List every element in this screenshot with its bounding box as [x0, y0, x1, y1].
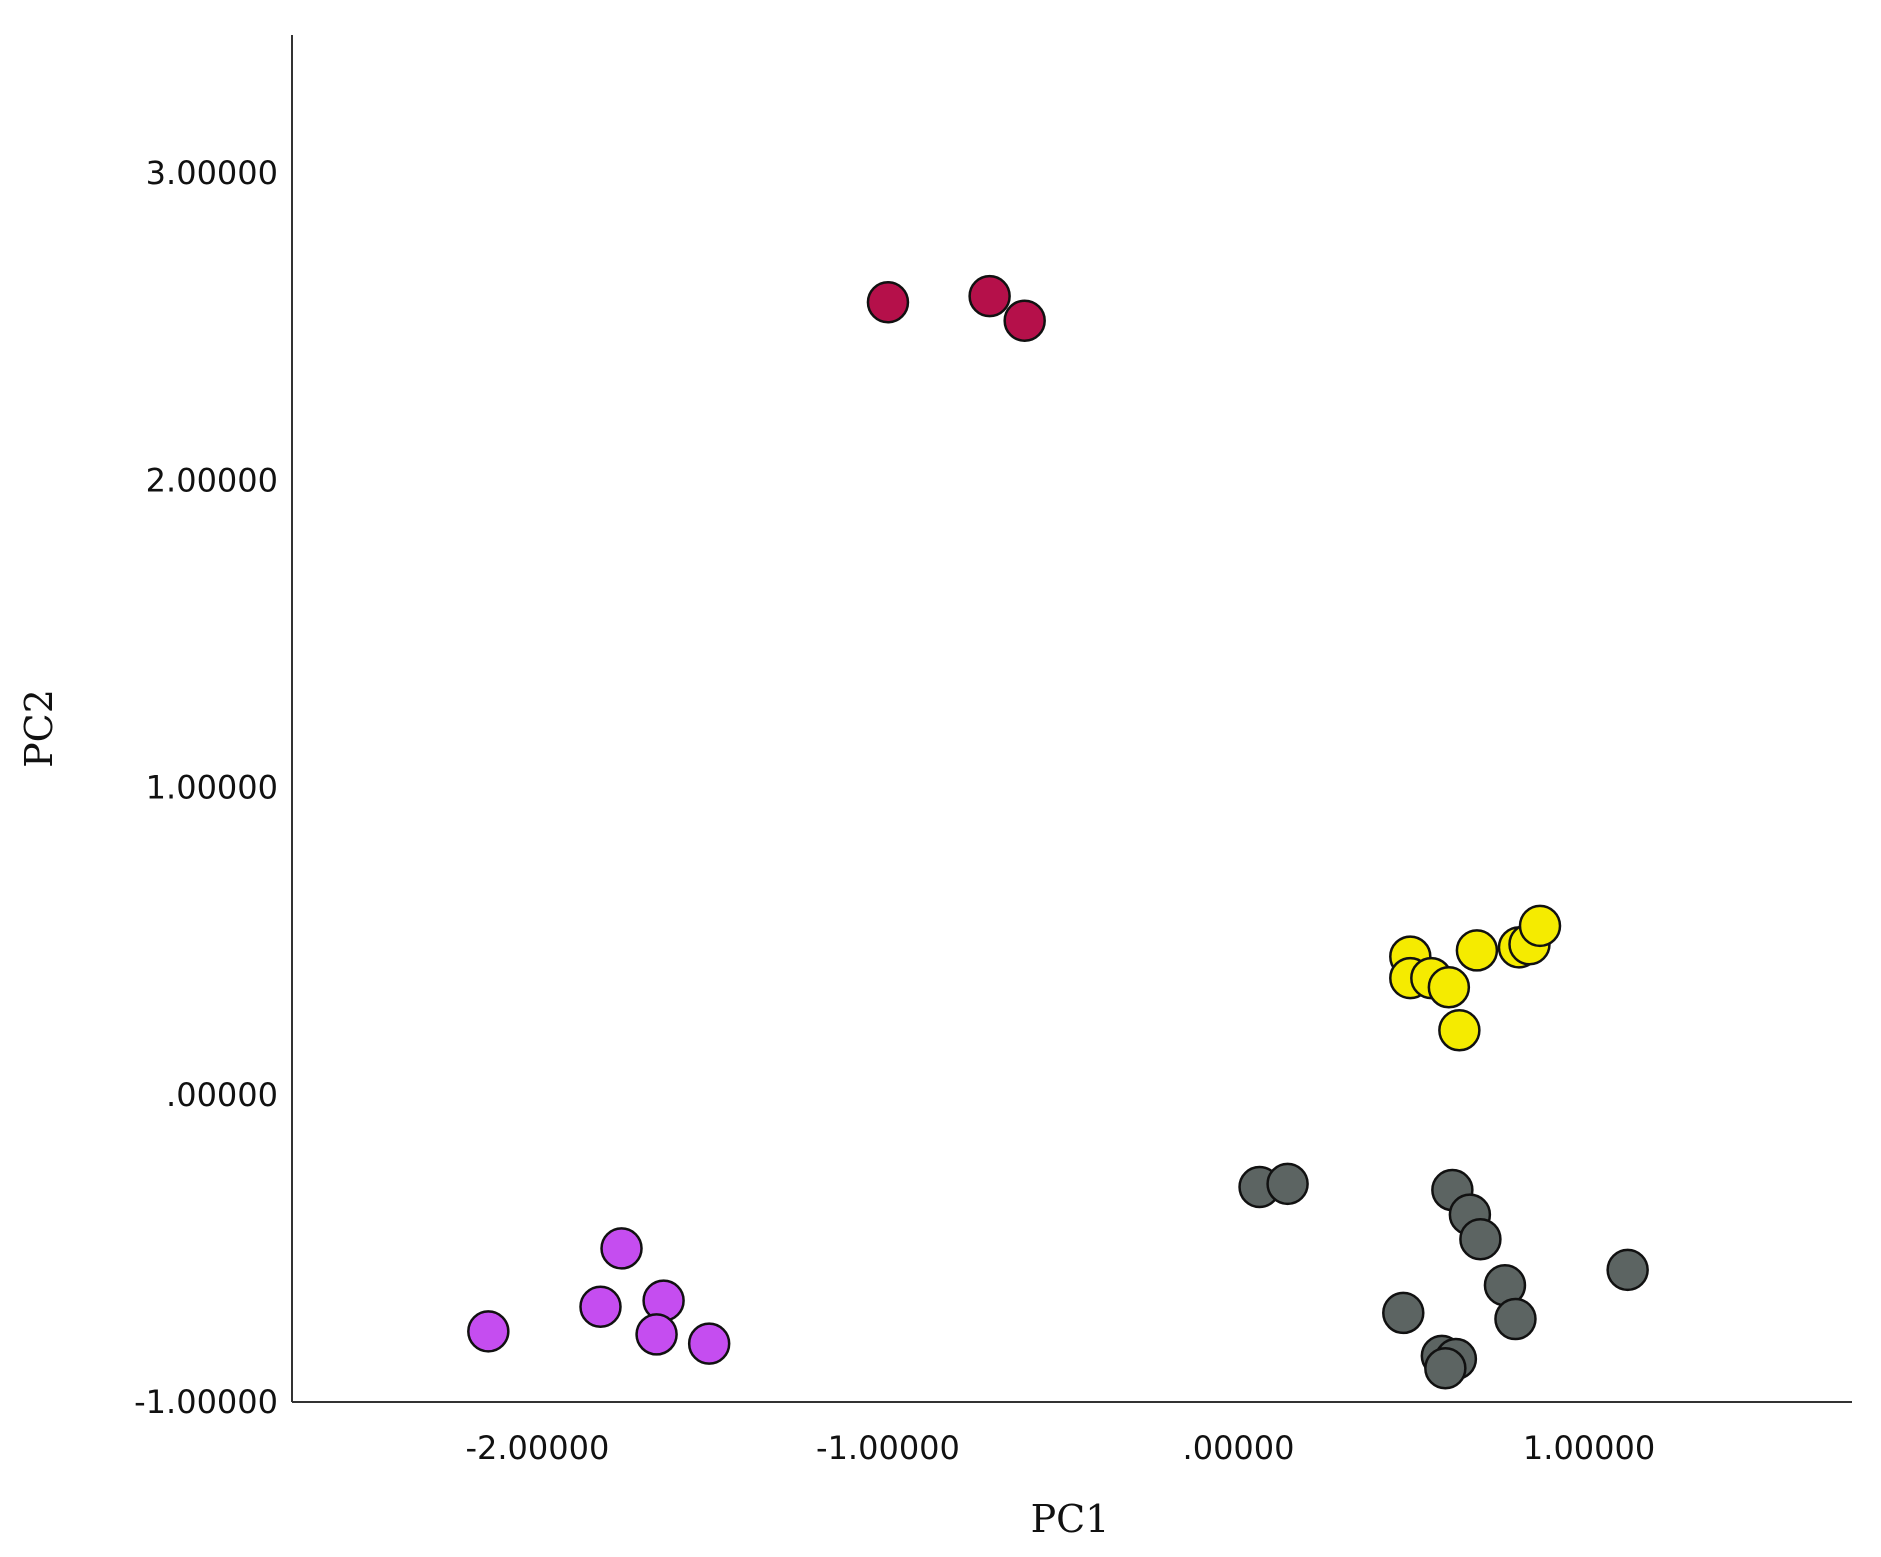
data-point: [467, 1310, 510, 1353]
x-axis-ticks: -2.00000 -1.00000 .00000 1.00000: [465, 1429, 1655, 1467]
y-tick-label: 3.00000: [146, 154, 278, 192]
data-point: [1424, 1346, 1467, 1390]
y-tick-label: 2.00000: [146, 461, 278, 499]
y-axis-ticks: -1.00000 .00000 1.00000 2.00000 3.00000: [134, 154, 278, 1421]
x-tick-label: 1.00000: [1523, 1429, 1655, 1467]
data-points: [467, 274, 1649, 1390]
y-axis-title: PC2: [17, 689, 61, 768]
y-tick-label: .00000: [166, 1076, 278, 1114]
series-3: [1389, 904, 1562, 1052]
data-point: [1494, 1297, 1537, 1341]
data-point: [1427, 966, 1471, 1009]
series-4: [1238, 1162, 1649, 1390]
data-point: [579, 1285, 622, 1329]
y-tick-label: -1.00000: [134, 1383, 278, 1421]
data-point: [687, 1322, 731, 1365]
data-point: [1518, 904, 1562, 948]
data-point: [968, 274, 1011, 318]
data-point: [1606, 1248, 1649, 1292]
x-tick-label: -1.00000: [816, 1429, 960, 1467]
x-tick-label: -2.00000: [465, 1429, 609, 1467]
data-point: [600, 1227, 643, 1270]
x-tick-label: .00000: [1183, 1429, 1295, 1467]
data-point: [1455, 929, 1499, 972]
x-axis-title: PC1: [1031, 1497, 1110, 1541]
data-point: [866, 281, 910, 324]
data-point: [1459, 1217, 1502, 1261]
data-point: [1382, 1291, 1425, 1335]
data-point: [1266, 1162, 1309, 1206]
data-point: [635, 1313, 678, 1356]
data-point: [1438, 1009, 1481, 1052]
series-1: [866, 274, 1046, 342]
y-tick-label: 1.00000: [146, 769, 278, 807]
data-point: [1003, 299, 1046, 342]
series-2: [467, 1227, 731, 1365]
